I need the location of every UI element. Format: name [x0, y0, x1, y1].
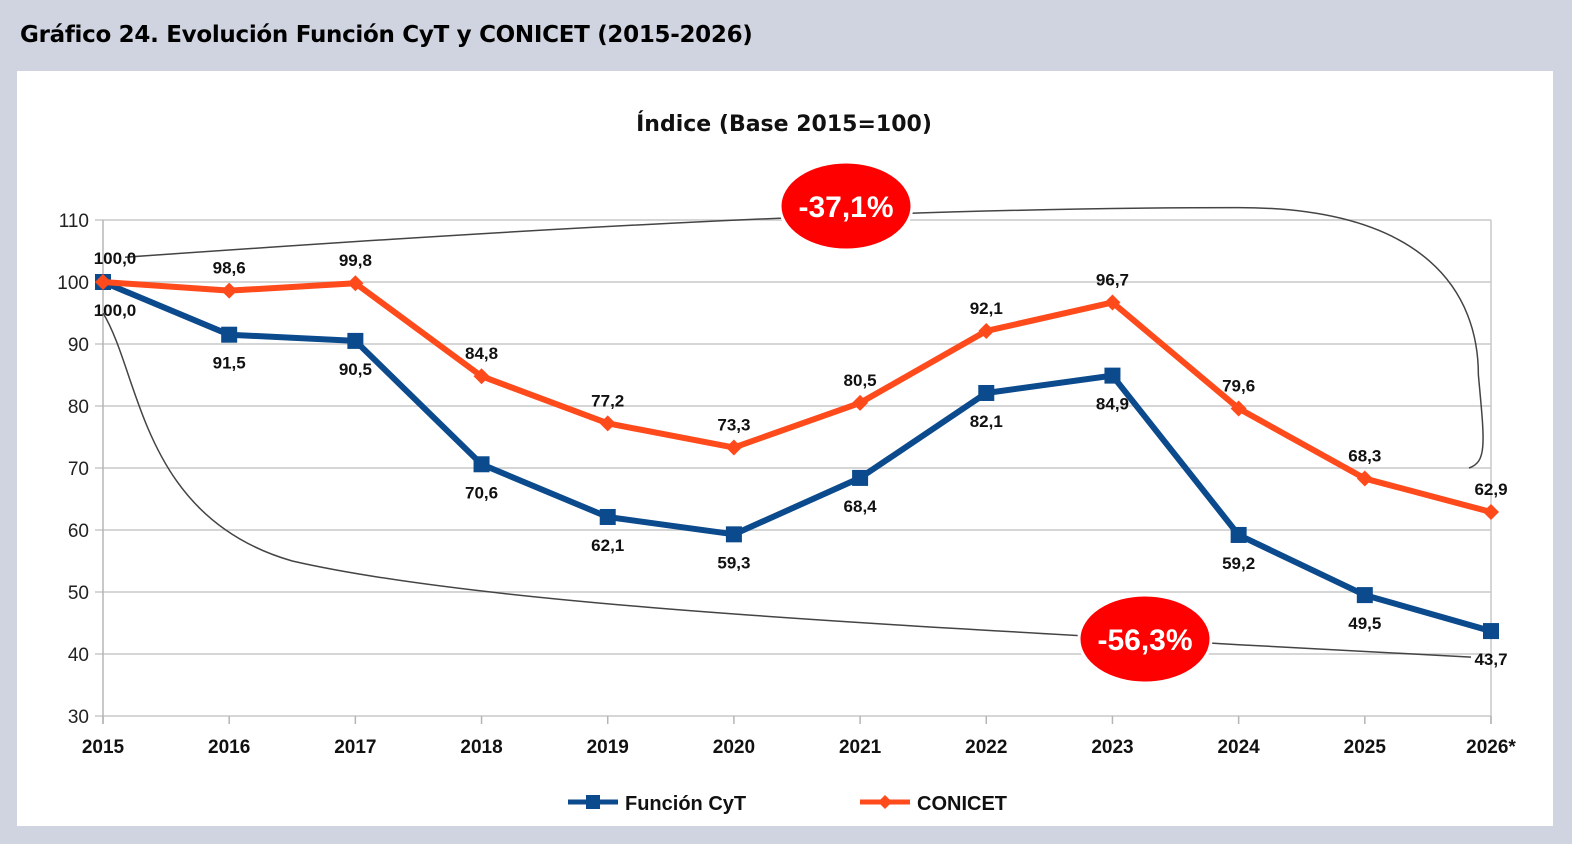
legend-label: CONICET	[917, 793, 1007, 815]
y-axis: 30 40 50 60 70 80 90 100 110	[57, 211, 104, 728]
change-badge: -37,1%	[778, 160, 914, 252]
y-tick-label: 40	[68, 645, 89, 666]
data-label: 59,2	[1222, 554, 1255, 573]
x-tick-label: 2015	[82, 737, 125, 758]
legend-marker-diamond	[878, 795, 892, 809]
x-tick-label: 2026*	[1466, 737, 1516, 758]
legend-item: CONICET	[860, 793, 1007, 815]
data-label: 62,1	[591, 536, 624, 555]
data-label: 82,1	[970, 412, 1003, 431]
data-point-conicet	[1104, 294, 1121, 311]
y-tick-label: 70	[68, 459, 89, 480]
data-label: 49,5	[1348, 614, 1381, 633]
legend-item: Función CyT	[568, 793, 746, 815]
data-label: 43,7	[1474, 650, 1507, 669]
data-label: 90,5	[339, 360, 372, 379]
data-point-cyt	[1104, 367, 1121, 384]
data-point-conicet	[725, 439, 742, 456]
data-point-cyt	[725, 526, 742, 543]
data-point-conicet	[852, 394, 869, 411]
data-label: 91,5	[213, 354, 246, 373]
series-layer	[95, 274, 1499, 640]
data-label: 59,3	[717, 553, 750, 572]
data-point-cyt	[473, 456, 490, 473]
data-label: 99,8	[339, 251, 372, 270]
data-point-conicet	[978, 322, 995, 339]
data-point-conicet	[1230, 400, 1247, 417]
data-point-conicet	[473, 368, 490, 385]
x-tick-label: 2024	[1217, 737, 1260, 758]
change-badge: -56,3%	[1077, 593, 1213, 685]
data-label: 84,9	[1096, 395, 1129, 414]
data-label: 100,0	[94, 249, 137, 268]
x-tick-label: 2016	[208, 737, 250, 758]
data-label: 79,6	[1222, 376, 1255, 395]
legend-marker-square	[586, 795, 600, 809]
y-tick-label: 110	[59, 211, 89, 232]
data-point-cyt	[852, 469, 869, 486]
data-point-cyt	[978, 384, 995, 401]
x-axis: 2015 2016 2017 2018 2019 2020 2021 2022 2023 2024…	[82, 716, 1516, 758]
x-tick-label: 2017	[334, 737, 376, 758]
x-tick-label: 2018	[460, 737, 502, 758]
bracket-bottom	[102, 312, 1472, 658]
data-labels: 100,0 91,5 90,5 70,6 62,1 59,3 68,4 82,1 84,9 59,…	[94, 249, 1508, 669]
y-tick-label: 100	[57, 273, 89, 294]
data-label: 73,3	[717, 416, 750, 435]
data-label: 68,4	[844, 497, 878, 516]
x-tick-label: 2025	[1344, 737, 1387, 758]
x-tick-label: 2021	[839, 737, 882, 758]
data-label: 100,0	[94, 301, 137, 320]
legend-label: Función CyT	[625, 793, 746, 815]
data-label: 62,9	[1474, 480, 1507, 499]
data-label: 80,5	[844, 371, 877, 390]
data-point-conicet	[347, 275, 364, 292]
series-line-funci-n-cyt	[101, 279, 1492, 634]
annotation-brackets	[102, 206, 1484, 658]
y-tick-label: 90	[68, 335, 89, 356]
annotation-badges: -37,1% -56,3%	[778, 160, 1213, 685]
chart-panel: Índice (Base 2015=100) 30 40 50 60 70 80 90 100…	[17, 71, 1553, 826]
badge-ellipse	[778, 160, 914, 252]
y-tick-label: 30	[68, 707, 89, 728]
data-label: 98,6	[213, 259, 246, 278]
data-point-cyt	[1230, 526, 1247, 543]
data-point-cyt	[221, 326, 238, 343]
data-point-conicet	[95, 274, 111, 290]
legend: Función CyT CONICET	[568, 793, 1007, 815]
chart-title: Índice (Base 2015=100)	[636, 111, 932, 137]
badge-ellipse	[1077, 593, 1213, 685]
data-label: 96,7	[1096, 270, 1129, 289]
data-point-cyt	[1483, 623, 1499, 640]
data-label: 68,3	[1348, 447, 1381, 466]
x-tick-label: 2019	[587, 737, 629, 758]
bracket-top	[124, 206, 1484, 469]
data-point-conicet	[221, 282, 238, 299]
gridlines	[95, 219, 1492, 724]
data-label: 84,8	[465, 344, 498, 363]
badge-label: -56,3%	[1097, 624, 1192, 657]
line-chart: Índice (Base 2015=100) 30405060708090100…	[57, 111, 1516, 815]
y-tick-label: 50	[68, 583, 89, 604]
data-point-conicet	[1356, 470, 1373, 487]
data-point-cyt	[347, 332, 364, 349]
data-point-cyt	[1356, 587, 1373, 604]
x-tick-label: 2023	[1091, 737, 1133, 758]
badge-label: -37,1%	[798, 191, 893, 224]
y-tick-label: 60	[68, 521, 89, 542]
series-line-conicet	[102, 279, 1492, 515]
data-point-cyt	[599, 508, 616, 525]
y-tick-label: 80	[68, 397, 89, 418]
x-tick-label: 2020	[713, 737, 755, 758]
data-label: 70,6	[465, 483, 498, 502]
page-heading: Gráfico 24. Evolución Función CyT y CONI…	[20, 22, 753, 48]
x-tick-label: 2022	[965, 737, 1007, 758]
data-label: 77,2	[591, 391, 624, 410]
data-point-conicet	[599, 415, 616, 432]
data-label: 92,1	[970, 299, 1003, 318]
data-point-conicet	[1483, 504, 1499, 521]
